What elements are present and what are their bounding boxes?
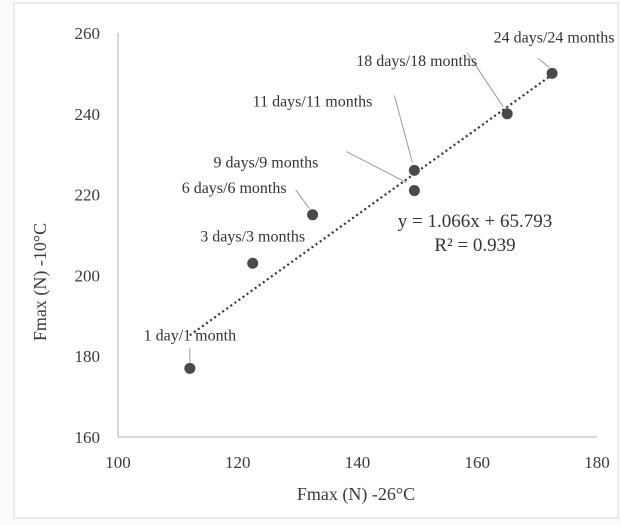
trendline-equation: y = 1.066x + 65.793 (398, 211, 552, 232)
x-tick-label: 140 (345, 453, 371, 472)
x-axis-title: Fmax (N) -26°C (297, 484, 415, 505)
x-tick-label: 100 (105, 453, 131, 472)
y-tick-label: 240 (75, 105, 101, 124)
data-point (546, 67, 558, 79)
y-tick-label: 200 (75, 266, 101, 285)
point-label: 24 days/24 months (494, 29, 615, 46)
y-tick-label: 260 (75, 24, 101, 43)
chart-border (13, 2, 619, 519)
data-point (501, 108, 513, 120)
label-leader-line (346, 151, 407, 184)
data-points (184, 67, 558, 374)
point-label: 3 days/3 months (200, 228, 305, 245)
y-axis-title: Fmax (N) -10°C (30, 223, 51, 341)
x-tick-label: 160 (465, 453, 491, 472)
data-point (184, 362, 196, 374)
point-label: 1 day/1 month (144, 327, 236, 344)
label-leader-line (466, 52, 504, 108)
data-point (408, 164, 420, 176)
trendline-layer (189, 73, 553, 337)
label-leader-line (537, 58, 550, 68)
y-tick-label: 220 (75, 186, 101, 205)
label-leader-line (295, 189, 310, 210)
point-label: 11 days/11 months (253, 93, 373, 110)
leader-lines (189, 52, 550, 363)
x-tick-label: 120 (225, 453, 251, 472)
trendline (189, 73, 553, 337)
data-point (247, 257, 259, 269)
trendline-r-squared: R² = 0.939 (434, 235, 515, 256)
data-point (307, 209, 319, 221)
point-label: 9 days/9 months (213, 155, 318, 172)
point-label: 18 days/18 months (356, 53, 477, 70)
data-point (408, 185, 420, 197)
x-tick-label: 180 (584, 453, 610, 472)
label-leader-line (393, 95, 413, 163)
y-tick-label: 160 (75, 428, 101, 447)
axes: 100 120 140 160 180 160 180 200 220 240 260 (75, 24, 610, 472)
y-tick-label: 180 (75, 347, 101, 366)
point-labels: 1 day/1 month 3 days/3 months 6 days/6 mon… (144, 29, 615, 344)
point-label: 6 days/6 months (182, 180, 287, 197)
